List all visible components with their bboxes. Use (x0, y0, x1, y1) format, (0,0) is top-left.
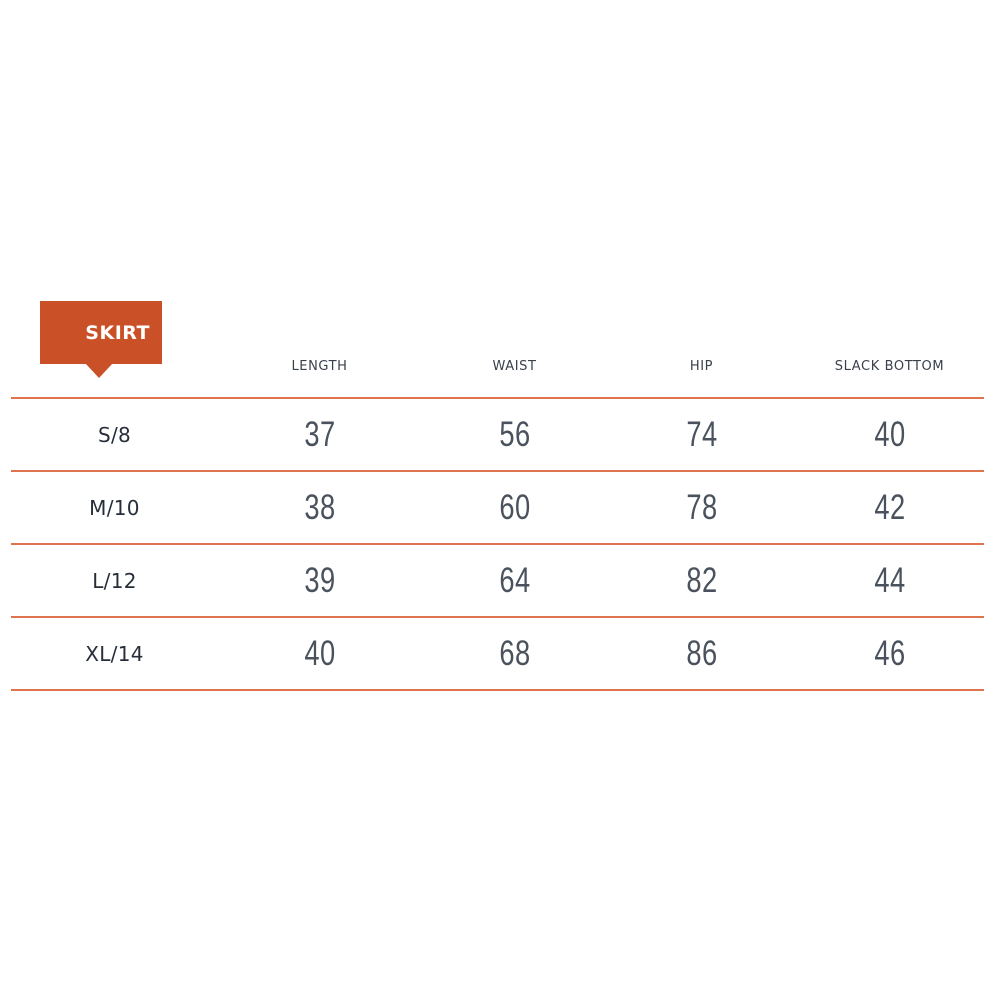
header-length: LENGTH (291, 359, 348, 374)
slack-bottom-value: 40 (873, 414, 906, 454)
hip-value: 86 (685, 633, 718, 673)
slack-bottom-value: 42 (873, 487, 906, 527)
length-value: 37 (303, 414, 336, 454)
header-waist: WAIST (492, 359, 537, 374)
table-row-m10: M/10 38 60 78 42 (11, 472, 984, 545)
header-slack-bottom: SLACK BOTTOM (834, 359, 945, 374)
table-header-row: LENGTH WAIST HIP SLACK BOTTOM (11, 340, 984, 399)
length-value: 38 (303, 487, 336, 527)
table-row-l12: L/12 39 64 82 44 (11, 545, 984, 618)
waist-value: 64 (498, 560, 531, 600)
table-row-xl14: XL/14 40 68 86 46 (11, 618, 984, 691)
hip-value: 82 (685, 560, 718, 600)
length-value: 40 (303, 633, 336, 673)
size-chart-table: LENGTH WAIST HIP SLACK BOTTOM S/8 37 56 … (11, 340, 984, 691)
hip-value: 78 (685, 487, 718, 527)
size-label: L/12 (92, 568, 137, 593)
waist-value: 56 (498, 414, 531, 454)
tab-pointer-triangle (85, 363, 113, 378)
hip-value: 74 (685, 414, 718, 454)
size-label: S/8 (97, 422, 132, 447)
size-label: XL/14 (85, 641, 144, 666)
slack-bottom-value: 44 (873, 560, 906, 600)
size-label: M/10 (89, 495, 140, 520)
waist-value: 60 (498, 487, 531, 527)
length-value: 39 (303, 560, 336, 600)
header-hip: HIP (689, 359, 714, 374)
header-size-spacer (11, 374, 218, 397)
table-row-s8: S/8 37 56 74 40 (11, 399, 984, 472)
tab-skirt[interactable]: SKIRT (40, 301, 162, 364)
tab-skirt-label: SKIRT (85, 321, 150, 344)
slack-bottom-value: 46 (873, 633, 906, 673)
waist-value: 68 (498, 633, 531, 673)
